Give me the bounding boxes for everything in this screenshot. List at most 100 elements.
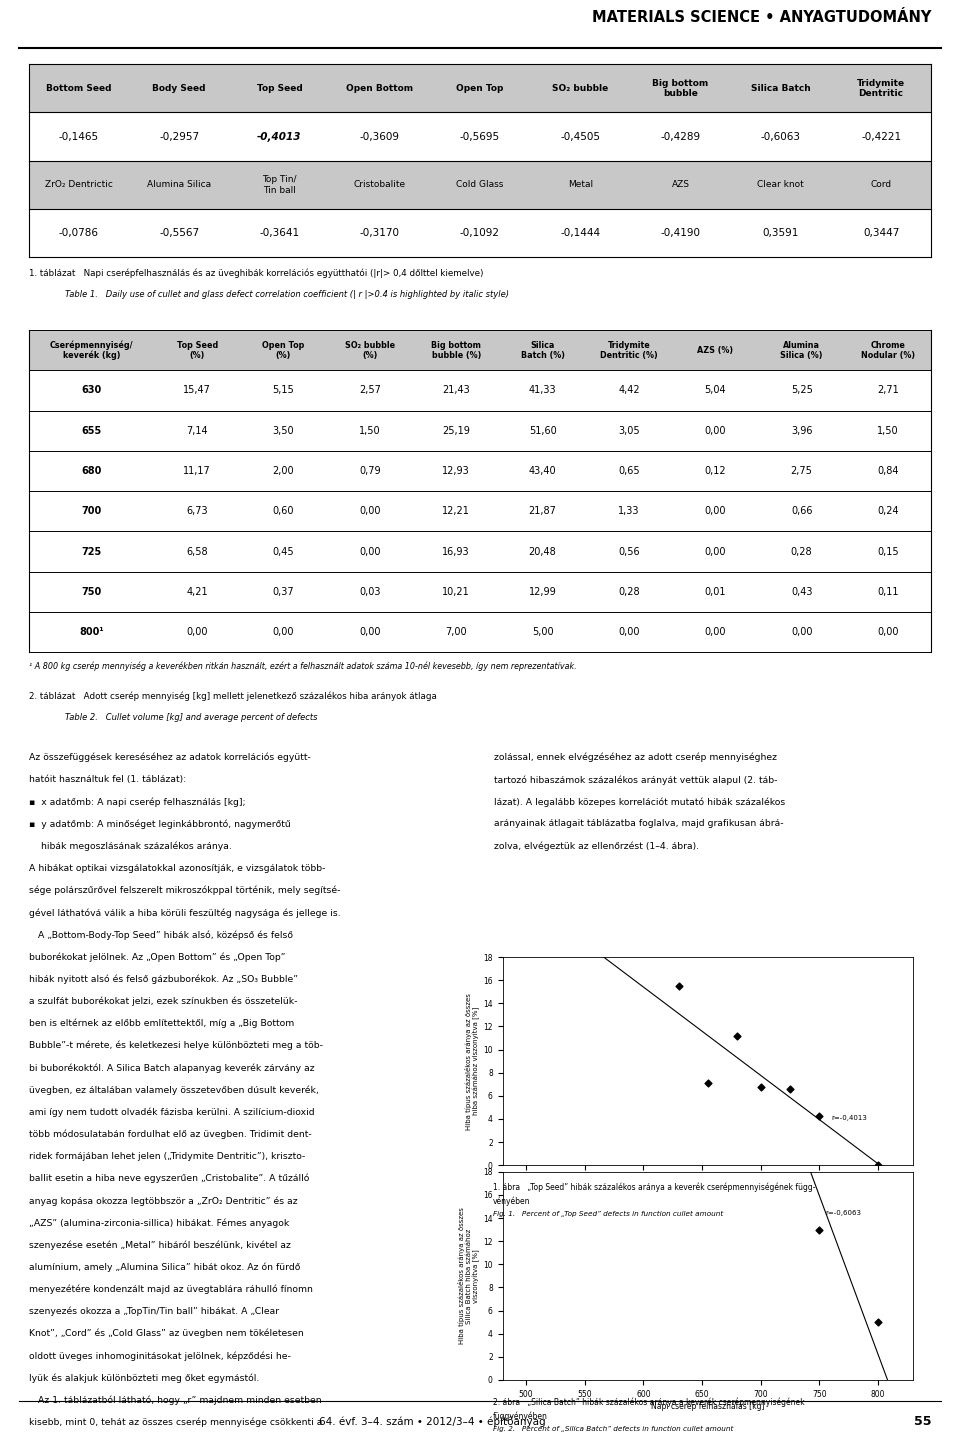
Text: 655: 655 — [82, 425, 102, 435]
Text: Big bottom
bubble (%): Big bottom bubble (%) — [431, 340, 481, 359]
Text: A hibákat optikai vizsgálatokkal azonosítják, e vizsgálatok több-: A hibákat optikai vizsgálatokkal azonosí… — [29, 863, 325, 873]
Text: 750: 750 — [82, 587, 102, 597]
Text: tartozó hibaszámok százalékos arányát vettük alapul (2. táb-: tartozó hibaszámok százalékos arányát ve… — [493, 775, 777, 784]
Text: Top Tin/
Tin ball: Top Tin/ Tin ball — [262, 175, 297, 195]
Text: Open Bottom: Open Bottom — [347, 83, 414, 93]
Text: 0,3591: 0,3591 — [762, 228, 799, 238]
Text: 55: 55 — [914, 1416, 931, 1429]
Point — [871, 1153, 886, 1176]
Text: a szulfát buborékokat jelzi, ezek színukben és összetelük-: a szulfát buborékokat jelzi, ezek színuk… — [29, 997, 298, 1007]
Text: alumínium, amely „Alumina Silica” hibát okoz. Az ón fürdő: alumínium, amely „Alumina Silica” hibát … — [29, 1262, 300, 1272]
Text: -0,2957: -0,2957 — [159, 132, 200, 142]
Text: Cold Glass: Cold Glass — [456, 181, 504, 190]
Text: Open Top: Open Top — [456, 83, 504, 93]
Text: -0,4013: -0,4013 — [257, 132, 301, 142]
Bar — [29, 65, 931, 112]
Text: ZrO₂ Dentrictic: ZrO₂ Dentrictic — [45, 181, 113, 190]
Text: sége polárszűrővel felszerelt mikroszókppal történik, mely segítsé-: sége polárszűrővel felszerelt mikroszókp… — [29, 886, 340, 896]
Text: 21,43: 21,43 — [443, 385, 470, 395]
Text: SO₂ bubble: SO₂ bubble — [552, 83, 609, 93]
Text: 1,33: 1,33 — [618, 507, 639, 517]
Text: 5,25: 5,25 — [791, 385, 812, 395]
Text: 11,17: 11,17 — [183, 465, 211, 475]
Point — [700, 773, 715, 796]
Text: Big bottom
bubble: Big bottom bubble — [653, 79, 708, 98]
Text: -0,1465: -0,1465 — [59, 132, 99, 142]
Text: 7,00: 7,00 — [445, 628, 468, 638]
Text: 0,03: 0,03 — [359, 587, 381, 597]
Text: 20,48: 20,48 — [529, 547, 557, 557]
Text: 0,66: 0,66 — [791, 507, 812, 517]
Text: 5,00: 5,00 — [532, 628, 553, 638]
Text: 630: 630 — [82, 385, 102, 395]
Y-axis label: Hiba típus százalékos aránya az összes
Silica Batch hiba számához
viszonyítva [%: Hiba típus százalékos aránya az összes S… — [458, 1208, 480, 1344]
Text: buborékokat jelölnek. Az „Open Bottom” és „Open Top”: buborékokat jelölnek. Az „Open Bottom” é… — [29, 952, 285, 962]
Text: Clear knot: Clear knot — [757, 181, 804, 190]
Text: ridek formájában lehet jelen („Tridymite Dentritic”), kriszto-: ridek formájában lehet jelen („Tridymite… — [29, 1152, 305, 1160]
Text: -0,4221: -0,4221 — [861, 132, 901, 142]
Text: 7,14: 7,14 — [186, 425, 208, 435]
Text: -0,3641: -0,3641 — [259, 228, 300, 238]
Text: Fig. 2.   Percent of „Silica Batch” defects in function cullet amount: Fig. 2. Percent of „Silica Batch” defect… — [493, 1426, 733, 1432]
Text: MATERIALS SCIENCE • ANYAGTUDOMÁNY: MATERIALS SCIENCE • ANYAGTUDOMÁNY — [591, 10, 931, 24]
Text: 0,84: 0,84 — [877, 465, 899, 475]
Point — [753, 1116, 768, 1139]
Text: 0,79: 0,79 — [359, 465, 381, 475]
Text: AZS (%): AZS (%) — [697, 346, 733, 355]
Text: Top Seed: Top Seed — [256, 83, 302, 93]
Text: 5,04: 5,04 — [705, 385, 726, 395]
Text: -0,4505: -0,4505 — [561, 132, 600, 142]
Text: 6,58: 6,58 — [186, 547, 208, 557]
Text: lázat). A legalább közepes korrelációt mutató hibák százalékos: lázat). A legalább közepes korrelációt m… — [493, 797, 784, 807]
Text: 2,57: 2,57 — [359, 385, 381, 395]
Text: 700: 700 — [82, 507, 102, 517]
Text: r=-0,4013: r=-0,4013 — [831, 1116, 867, 1122]
Text: 16,93: 16,93 — [443, 547, 470, 557]
Text: Knot”, „Cord” és „Cold Glass” az üvegben nem tökéletesen: Knot”, „Cord” és „Cold Glass” az üvegben… — [29, 1328, 303, 1338]
Text: 12,21: 12,21 — [443, 507, 470, 517]
Text: 0,37: 0,37 — [273, 587, 295, 597]
Text: Tridymite
Dentritic (%): Tridymite Dentritic (%) — [600, 340, 658, 359]
Point — [811, 1104, 827, 1127]
Text: 680: 680 — [82, 465, 102, 475]
Bar — [29, 161, 931, 210]
Text: 4,42: 4,42 — [618, 385, 639, 395]
Text: 0,01: 0,01 — [705, 587, 726, 597]
Point — [782, 1077, 798, 1100]
Text: 0,24: 0,24 — [877, 507, 899, 517]
Text: zolva, elvégeztük az ellenőrzést (1–4. ábra).: zolva, elvégeztük az ellenőrzést (1–4. á… — [493, 841, 699, 852]
Text: A „Bottom-Body-Top Seed” hibák alsó, középső és felső: A „Bottom-Body-Top Seed” hibák alsó, köz… — [29, 931, 293, 939]
Text: -0,5695: -0,5695 — [460, 132, 500, 142]
Point — [700, 1071, 715, 1094]
Text: hatóit használtuk fel (1. táblázat):: hatóit használtuk fel (1. táblázat): — [29, 775, 186, 784]
Text: Table 2.   Cullet volume [kg] and average percent of defects: Table 2. Cullet volume [kg] and average … — [65, 712, 318, 722]
Text: -0,5567: -0,5567 — [159, 228, 200, 238]
Text: 3,96: 3,96 — [791, 425, 812, 435]
Text: 0,00: 0,00 — [186, 628, 208, 638]
Text: 0,00: 0,00 — [359, 547, 381, 557]
Point — [811, 1218, 827, 1241]
Text: 1. táblázat   Napi cserépfelhasználás és az üveghibák korrelációs együtthatói (|: 1. táblázat Napi cserépfelhasználás és a… — [29, 269, 483, 277]
Text: Cord: Cord — [871, 181, 892, 190]
Text: 1. ábra   „Top Seed” hibák százalékos aránya a keverék cserépmennyiségének függ-: 1. ábra „Top Seed” hibák százalékos arán… — [493, 1182, 815, 1192]
Text: 64. évf. 3–4. szám • 2012/3–4 • építőanyag: 64. évf. 3–4. szám • 2012/3–4 • építőany… — [319, 1416, 545, 1427]
Text: hibák nyitott alsó és felső gázbuborékok. Az „SO₃ Bubble”: hibák nyitott alsó és felső gázbuborékok… — [29, 975, 298, 984]
Text: 0,60: 0,60 — [273, 507, 295, 517]
Text: 0,00: 0,00 — [359, 507, 381, 517]
Text: -0,1444: -0,1444 — [561, 228, 600, 238]
Bar — [29, 612, 931, 652]
Text: Silica Batch: Silica Batch — [751, 83, 810, 93]
Text: Fig. 1.   Percent of „Top Seed” defects in function cullet amount: Fig. 1. Percent of „Top Seed” defects in… — [493, 1211, 723, 1218]
Text: 0,00: 0,00 — [877, 628, 899, 638]
Text: 0,15: 0,15 — [877, 547, 899, 557]
Bar — [29, 491, 931, 531]
Text: Cserépmennyiség/
keverék (kg): Cserépmennyiség/ keverék (kg) — [50, 340, 133, 360]
Text: 2,75: 2,75 — [791, 465, 812, 475]
Text: 2. táblázat   Adott cserép mennyiség [kg] mellett jelenetkező százalékos hiba ar: 2. táblázat Adott cserép mennyiség [kg] … — [29, 691, 437, 701]
Text: Silica
Batch (%): Silica Batch (%) — [520, 340, 564, 359]
Text: -0,6063: -0,6063 — [760, 132, 801, 142]
Bar — [29, 572, 931, 612]
Text: Bottom Seed: Bottom Seed — [46, 83, 111, 93]
Point — [782, 1132, 798, 1155]
Text: AZS: AZS — [672, 181, 689, 190]
